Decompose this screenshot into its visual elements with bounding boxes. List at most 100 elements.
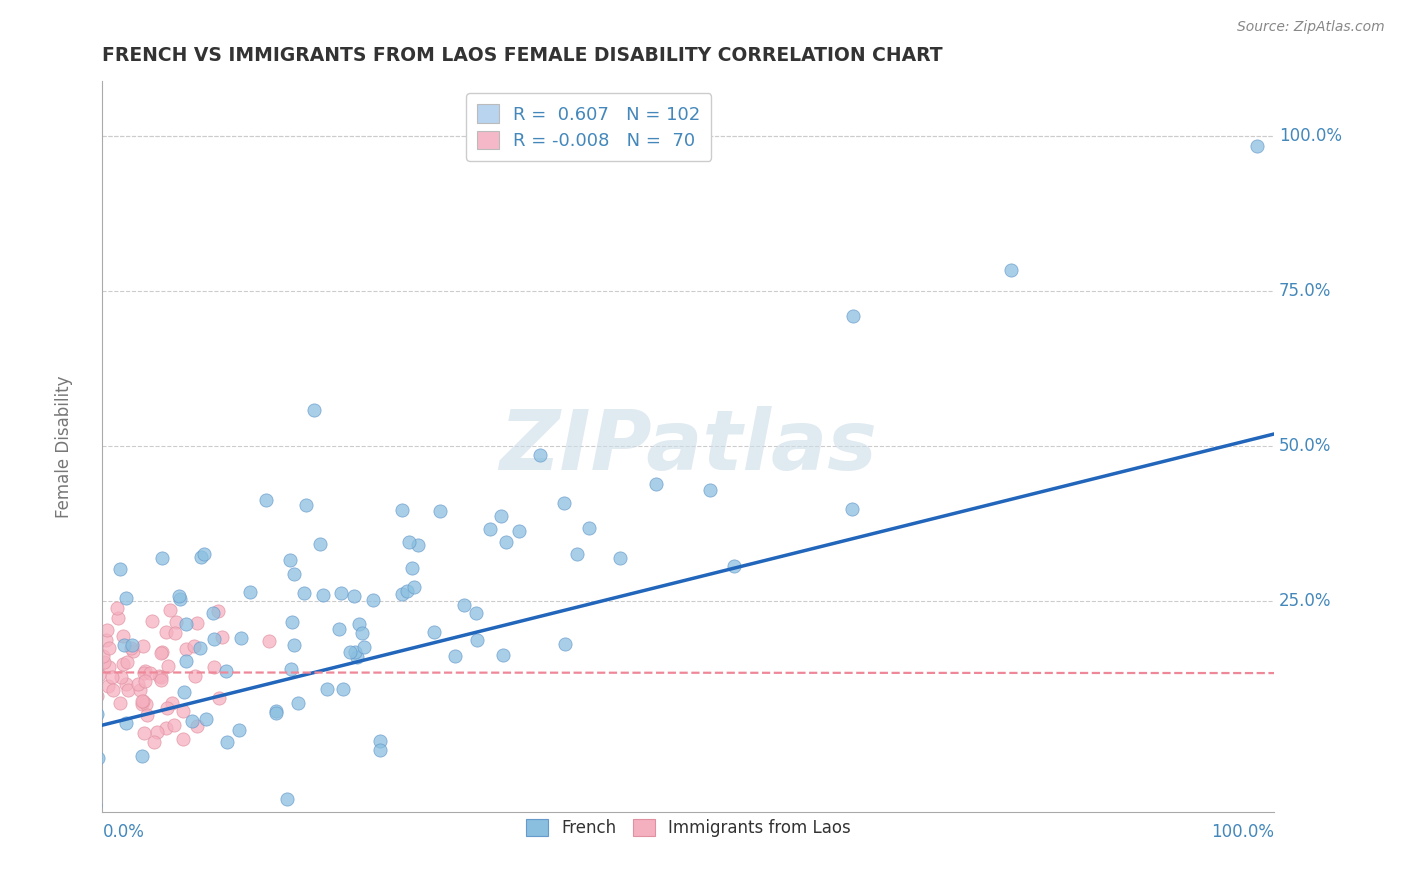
Point xyxy=(346,649,368,664)
Point xyxy=(150,551,173,566)
Point xyxy=(111,657,134,671)
Point xyxy=(193,547,215,561)
Text: 75.0%: 75.0% xyxy=(1279,283,1331,301)
Text: Female Disability: Female Disability xyxy=(55,375,73,517)
Point xyxy=(110,562,132,576)
Point xyxy=(93,656,115,670)
Text: 100.0%: 100.0% xyxy=(1279,128,1343,145)
Point xyxy=(508,524,530,538)
Point xyxy=(398,535,420,549)
Point xyxy=(184,668,207,682)
Point xyxy=(134,665,156,679)
Point xyxy=(202,632,225,647)
Point xyxy=(231,631,253,645)
Point xyxy=(329,585,352,599)
Point xyxy=(66,718,89,732)
Point xyxy=(328,623,350,637)
Point xyxy=(207,604,229,618)
Point xyxy=(114,591,136,606)
Point xyxy=(135,697,157,711)
Point xyxy=(208,690,231,705)
Point xyxy=(31,799,53,814)
Point xyxy=(489,509,512,524)
Point xyxy=(215,665,238,679)
Point xyxy=(136,707,159,722)
Point xyxy=(186,719,208,733)
Point xyxy=(149,647,172,661)
Point xyxy=(51,672,73,686)
Point xyxy=(645,477,668,491)
Point xyxy=(173,685,195,699)
Point xyxy=(264,706,287,721)
Legend: French, Immigrants from Laos: French, Immigrants from Laos xyxy=(519,813,858,844)
Point xyxy=(120,641,142,656)
Point xyxy=(159,602,181,616)
Point xyxy=(149,670,172,684)
Point xyxy=(567,547,589,561)
Point xyxy=(465,632,488,647)
Point xyxy=(141,614,163,628)
Point xyxy=(83,798,105,813)
Point xyxy=(283,639,305,653)
Point xyxy=(312,589,335,603)
Point xyxy=(108,696,131,710)
Point xyxy=(132,726,155,740)
Point xyxy=(96,623,118,637)
Point xyxy=(117,683,139,698)
Point xyxy=(73,658,96,673)
Text: 50.0%: 50.0% xyxy=(1279,437,1331,455)
Point xyxy=(283,567,305,582)
Point xyxy=(142,735,165,749)
Point xyxy=(186,615,208,630)
Point xyxy=(174,642,197,657)
Point xyxy=(465,606,488,620)
Point xyxy=(183,639,205,653)
Text: 0.0%: 0.0% xyxy=(103,822,145,841)
Point xyxy=(287,696,309,710)
Point xyxy=(316,682,339,697)
Point xyxy=(699,483,721,497)
Point xyxy=(148,669,170,683)
Point xyxy=(132,640,155,654)
Point xyxy=(46,630,69,644)
Point xyxy=(97,679,120,693)
Point xyxy=(150,673,173,687)
Point xyxy=(96,632,118,647)
Point xyxy=(195,823,218,838)
Point xyxy=(188,641,211,656)
Point xyxy=(131,698,153,712)
Point xyxy=(73,639,96,653)
Point xyxy=(529,448,551,462)
Point xyxy=(264,704,287,718)
Point xyxy=(368,742,391,756)
Point xyxy=(479,522,502,536)
Point xyxy=(401,561,423,575)
Point xyxy=(0,741,6,756)
Point xyxy=(121,639,143,653)
Point xyxy=(350,625,373,640)
Point xyxy=(443,649,465,664)
Point xyxy=(370,734,392,748)
Point xyxy=(129,683,152,698)
Point xyxy=(146,725,169,739)
Point xyxy=(1246,138,1268,153)
Point xyxy=(396,583,419,598)
Point xyxy=(112,629,135,643)
Point xyxy=(353,640,375,654)
Point xyxy=(172,704,194,718)
Point xyxy=(122,644,145,658)
Point xyxy=(492,648,515,662)
Point xyxy=(391,587,413,601)
Point xyxy=(58,668,80,682)
Point xyxy=(422,624,444,639)
Point xyxy=(107,611,129,625)
Point xyxy=(347,617,370,632)
Point xyxy=(0,754,10,768)
Point xyxy=(0,704,8,718)
Point xyxy=(115,655,138,669)
Point xyxy=(276,792,298,806)
Point xyxy=(361,592,384,607)
Point xyxy=(114,677,136,691)
Point xyxy=(202,660,225,674)
Point xyxy=(332,681,354,696)
